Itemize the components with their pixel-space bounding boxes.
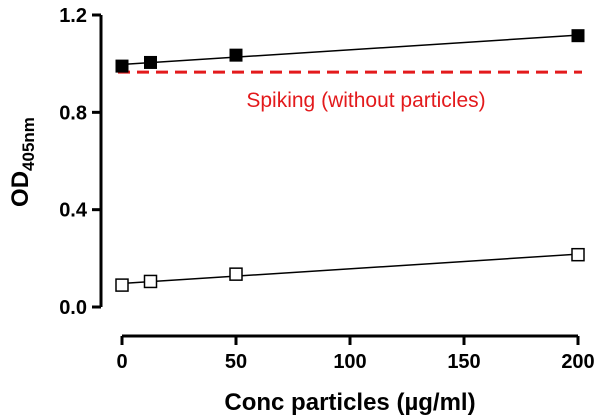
fit-lines: [121, 34, 579, 285]
x-tick-label: 150: [447, 351, 480, 373]
y-tick-label: 1.2: [59, 5, 87, 27]
y-tick-labels: 0.0 0.4 0.8 1.2: [59, 5, 88, 319]
data-point-series-2: [229, 267, 243, 281]
x-tick-label: 200: [561, 351, 594, 373]
data-point-series-2: [115, 278, 129, 292]
fit-line-series-1: [121, 34, 579, 66]
data-point-series-2: [143, 274, 158, 289]
x-tick-label: 100: [333, 351, 366, 373]
data-point-series-2: [571, 247, 585, 262]
x-tick-labels: 0 50 100 150 200: [116, 351, 594, 373]
axes: [92, 13, 580, 345]
y-tick-label: 0.0: [59, 297, 87, 319]
data-point-series-1: [144, 55, 157, 69]
data-point-series-1: [229, 48, 243, 62]
data-point-series-1: [115, 59, 129, 73]
y-tick-label: 0.8: [59, 102, 87, 124]
y-axis-label-subscript: 405nm: [19, 117, 38, 171]
y-tick-label: 0.4: [59, 200, 88, 222]
y-axis-label: OD405nm: [7, 117, 38, 207]
reference-line-label: Spiking (without particles): [246, 89, 485, 112]
x-tick-label: 50: [225, 351, 247, 373]
data-markers: [115, 29, 585, 292]
y-axis-label-main: OD: [7, 171, 34, 207]
fit-line-series-2: [121, 253, 579, 285]
x-tick-label: 0: [116, 351, 127, 373]
data-point-series-1: [571, 29, 585, 43]
reference-lines: Spiking (without particles): [118, 70, 582, 112]
x-axis-label: Conc particles (µg/ml): [224, 389, 475, 416]
